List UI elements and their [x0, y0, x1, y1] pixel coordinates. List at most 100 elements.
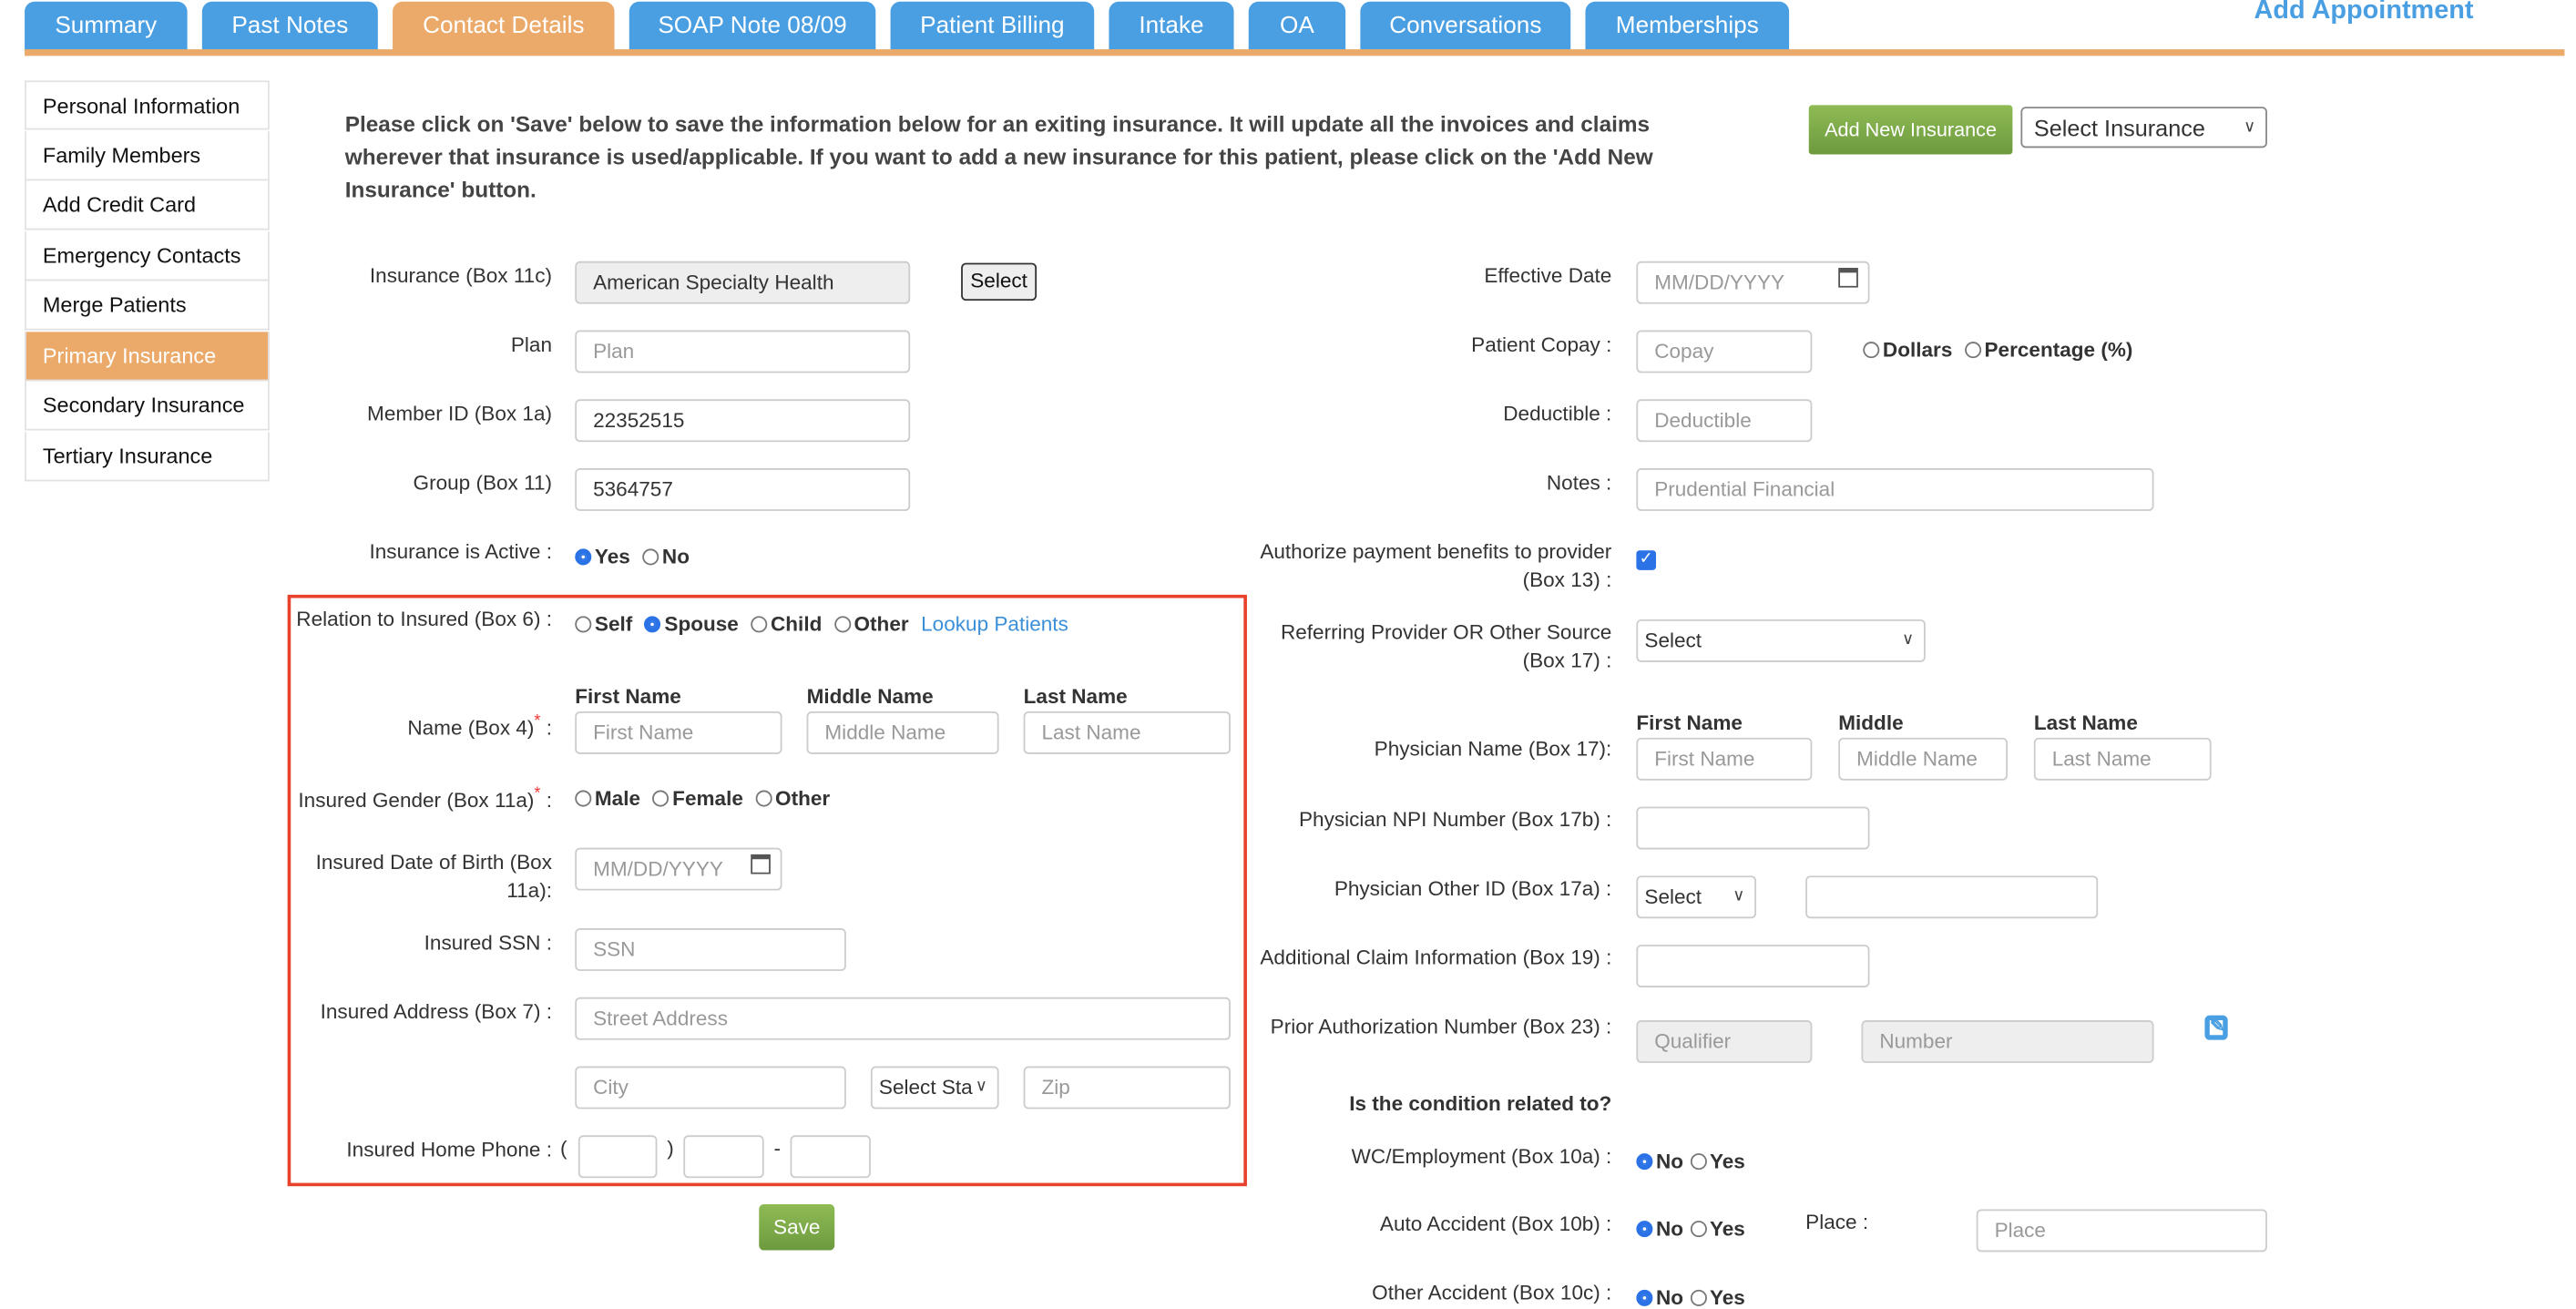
plan-input[interactable]: Plan [575, 330, 911, 373]
state-select[interactable]: Select Sta ∨ [870, 1066, 999, 1110]
save-button[interactable]: Save [759, 1204, 835, 1251]
gender-female-radio[interactable] [652, 790, 670, 807]
member-id-label: Member ID (Box 1a) [367, 402, 553, 426]
wc-yes-radio[interactable] [1690, 1153, 1707, 1171]
relation-child-radio[interactable] [751, 616, 768, 633]
gender-label: Insured Gender (Box 11a)* : [298, 785, 553, 813]
physician-middle-name-input[interactable]: Middle Name [1838, 737, 2008, 781]
chevron-down-icon: ∨ [975, 1078, 987, 1097]
plan-label: Plan [510, 333, 553, 357]
tab-patient-billing[interactable]: Patient Billing [890, 1, 1095, 51]
npi-input[interactable] [1636, 806, 1870, 850]
tab-soap-note[interactable]: SOAP Note 08/09 [629, 1, 876, 51]
other-id-label: Physician Other ID (Box 17a) : [1334, 877, 1612, 901]
referring-provider-value: Select [1644, 629, 1702, 653]
auto-yes-radio[interactable] [1690, 1221, 1707, 1238]
number-input[interactable]: Number [1861, 1020, 2154, 1063]
name-label: Name (Box 4)* : [407, 712, 553, 740]
tab-bar-divider [25, 49, 2565, 56]
phone-area-input[interactable] [578, 1135, 658, 1179]
sidebar-item-emergency-contacts[interactable]: Emergency Contacts [25, 231, 270, 281]
claim-info-input[interactable] [1636, 945, 1870, 987]
effective-date-input[interactable]: MM/DD/YYYY [1636, 261, 1870, 304]
physician-first-name-input[interactable]: First Name [1636, 737, 1813, 781]
gender-label-text: Insured Gender (Box 11a) [298, 789, 535, 813]
other-id-select[interactable]: Select ∨ [1636, 875, 1757, 919]
copay-input[interactable]: Copay [1636, 330, 1813, 373]
tab-conversations[interactable]: Conversations [1360, 1, 1571, 51]
tab-contact-details[interactable]: Contact Details [393, 1, 615, 51]
relation-spouse-radio[interactable] [644, 616, 661, 633]
active-no-radio[interactable] [642, 548, 659, 566]
insurance-field[interactable]: American Specialty Health [575, 261, 911, 304]
tab-oa[interactable]: OA [1248, 1, 1346, 51]
calendar-icon[interactable] [751, 854, 771, 874]
sidebar-item-family-members[interactable]: Family Members [25, 131, 270, 181]
other-label: Other [854, 612, 909, 636]
wc-no-radio[interactable] [1636, 1153, 1653, 1171]
deductible-input[interactable]: Deductible [1636, 399, 1813, 443]
add-new-insurance-button[interactable]: Add New Insurance [1808, 105, 2013, 155]
insured-middle-name-input[interactable]: Middle Name [806, 711, 999, 754]
save-notice: Please click on 'Save' below to save the… [344, 111, 1653, 202]
lookup-patients-link[interactable]: Lookup Patients [921, 612, 1068, 636]
city-input[interactable]: City [575, 1066, 846, 1110]
sidebar-item-secondary-insurance[interactable]: Secondary Insurance [25, 381, 270, 431]
name-label-text: Name (Box 4) [407, 716, 535, 740]
ssn-input[interactable]: SSN [575, 928, 846, 971]
tab-memberships[interactable]: Memberships [1585, 1, 1790, 51]
no-label: No [1656, 1150, 1684, 1173]
tab-summary[interactable]: Summary [25, 1, 188, 51]
member-id-input[interactable]: 22352515 [575, 399, 911, 443]
zip-input[interactable]: Zip [1023, 1066, 1231, 1110]
physician-name-label: Physician Name (Box 17): [1374, 737, 1612, 762]
percentage-radio[interactable] [1964, 342, 1981, 359]
gender-male-radio[interactable] [575, 790, 592, 807]
tab-past-notes[interactable]: Past Notes [201, 1, 378, 51]
phone-line-input[interactable] [790, 1135, 871, 1179]
edit-icon[interactable]: ✎ [2204, 1015, 2228, 1040]
other-id-input[interactable] [1805, 875, 2099, 919]
tab-intake[interactable]: Intake [1109, 1, 1234, 51]
insured-first-name-input[interactable]: First Name [575, 711, 782, 754]
dob-input[interactable]: MM/DD/YYYY [575, 847, 782, 891]
qualifier-input[interactable]: Qualifier [1636, 1020, 1813, 1063]
referring-provider-select[interactable]: Select ∨ [1636, 619, 1926, 662]
dollars-radio[interactable] [1863, 342, 1880, 359]
sidebar-item-merge-patients[interactable]: Merge Patients [25, 281, 270, 331]
sidebar-item-primary-insurance[interactable]: Primary Insurance [25, 332, 270, 382]
sidebar-item-tertiary-insurance[interactable]: Tertiary Insurance [25, 432, 270, 482]
street-address-input[interactable]: Street Address [575, 997, 1231, 1040]
sidebar-item-personal-information[interactable]: Personal Information [25, 80, 270, 130]
other-accident-radio-group: No Yes [1636, 1286, 1752, 1309]
select-insurance-dropdown[interactable]: Select Insurance ∨ [2020, 107, 2267, 148]
other-gender-label: Other [775, 786, 831, 811]
group-input[interactable]: 5364757 [575, 468, 911, 511]
authorize-checkbox[interactable]: ✓ [1636, 550, 1657, 570]
relation-other-radio[interactable] [833, 616, 851, 633]
auto-no-radio[interactable] [1636, 1221, 1653, 1238]
gender-other-radio[interactable] [755, 790, 772, 807]
phys-first-name-header: First Name [1636, 711, 1743, 735]
middle-name-header: Middle Name [806, 685, 934, 709]
physician-last-name-input[interactable]: Last Name [2033, 737, 2212, 781]
other-no-radio[interactable] [1636, 1289, 1653, 1306]
add-appointment-link[interactable]: Add Appointment [2254, 0, 2474, 26]
relation-self-radio[interactable] [575, 616, 592, 633]
insured-last-name-input[interactable]: Last Name [1023, 711, 1231, 754]
dollars-label: Dollars [1882, 338, 1953, 362]
notes-input[interactable]: Prudential Financial [1636, 468, 2154, 511]
paren-close: ) [667, 1137, 674, 1161]
place-input[interactable]: Place [1976, 1209, 2267, 1253]
insurance-active-radio-group: Yes No [575, 546, 696, 568]
wc-radio-group: No Yes [1636, 1150, 1752, 1173]
other-accident-label: Other Accident (Box 10c) : [1372, 1281, 1612, 1305]
sidebar-item-add-credit-card[interactable]: Add Credit Card [25, 180, 270, 230]
phone-prefix-input[interactable] [683, 1135, 764, 1179]
male-label: Male [594, 786, 641, 811]
active-yes-radio[interactable] [575, 548, 592, 566]
other-yes-radio[interactable] [1690, 1289, 1707, 1306]
calendar-icon[interactable] [1838, 267, 1858, 288]
select-insurance-button[interactable]: Select [961, 262, 1038, 302]
